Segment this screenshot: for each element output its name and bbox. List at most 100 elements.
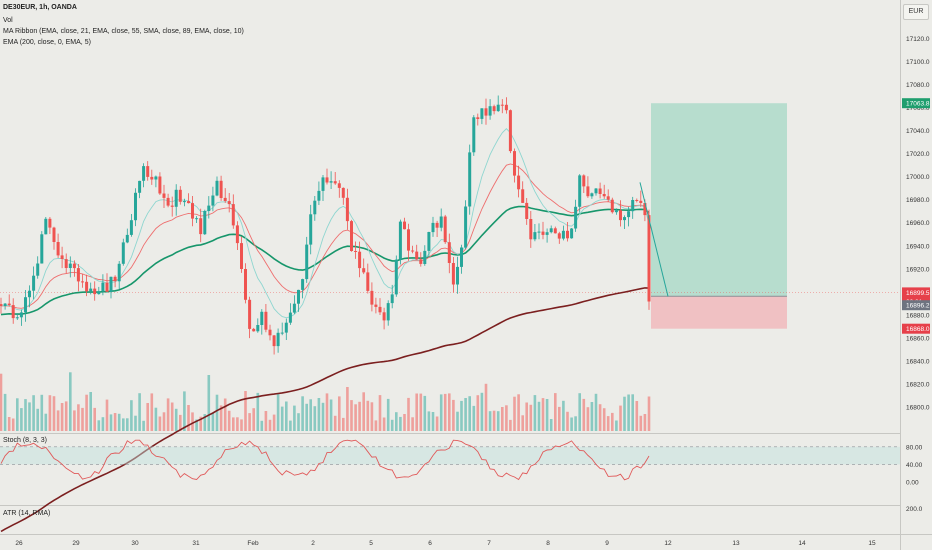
candle-body [537, 231, 541, 233]
volume-bar [130, 400, 133, 431]
volume-bar [578, 393, 581, 431]
candle-body [0, 304, 3, 307]
candle-body [32, 275, 36, 291]
volume-bar [374, 420, 378, 431]
volume-bar [594, 393, 598, 431]
price-tick-label: 17040.0 [906, 128, 930, 135]
volume-bar [244, 391, 247, 431]
candle-body [456, 266, 459, 285]
candle-body [113, 276, 117, 282]
symbol-title[interactable]: DE30EUR, 1h, OANDA [3, 4, 77, 11]
candle-body [321, 177, 325, 191]
volume-bar [309, 399, 312, 431]
candle-body [362, 268, 366, 273]
volume-bar [558, 406, 561, 431]
volume-bar [203, 414, 207, 431]
candle-body [223, 197, 227, 201]
stoch-legend[interactable]: Stoch (8, 3, 3) [3, 437, 47, 444]
volume-bar [378, 395, 382, 431]
volume-bar [109, 414, 113, 431]
stoch-tick-label: 40.00 [906, 462, 923, 469]
volume-bar [64, 401, 68, 431]
volume-bar [150, 393, 154, 431]
candle-body [345, 197, 349, 222]
candle-body [578, 175, 582, 207]
volume-legend[interactable]: Vol [3, 17, 13, 24]
volume-bar [541, 398, 545, 431]
candle-body [407, 229, 410, 251]
candle-body [590, 193, 594, 197]
volume-bar [272, 414, 276, 431]
candle-body [166, 197, 170, 206]
candle-body [631, 200, 635, 212]
volume-bar [427, 411, 431, 431]
volume-bar [3, 393, 7, 431]
candle-body [134, 192, 137, 221]
candle-body [423, 250, 427, 264]
candle-body [231, 204, 235, 226]
volume-bar [537, 401, 541, 431]
volume-bar [89, 392, 92, 431]
volume-bar [554, 393, 557, 431]
volume-bar [117, 413, 121, 431]
volume-bar [509, 419, 512, 431]
volume-bar [256, 392, 260, 431]
stoch-band [0, 446, 900, 465]
volume-bar [93, 407, 96, 431]
candle-body [154, 176, 158, 180]
candle-body [525, 202, 529, 219]
time-tick-label: 5 [369, 540, 373, 547]
candle-body [52, 227, 56, 242]
price-tick-label: 17080.0 [906, 82, 930, 89]
volume-bar [289, 420, 292, 431]
candle-body [398, 221, 402, 260]
candle-body [256, 325, 260, 332]
time-tick-label: 2 [311, 540, 315, 547]
volume-bar [7, 417, 11, 431]
price-tick-label: 16840.0 [906, 358, 930, 365]
volume-bar [85, 394, 88, 431]
volume-bar [476, 395, 480, 431]
price-tick-label: 16920.0 [906, 266, 930, 273]
volume-bar [492, 410, 496, 431]
volume-bar [113, 413, 117, 431]
volume-bar [562, 400, 565, 431]
candle-body [521, 189, 525, 203]
time-tick-label: 6 [428, 540, 432, 547]
volume-bar [321, 402, 325, 431]
volume-bar [28, 402, 31, 431]
volume-bar [227, 410, 231, 431]
candle-body [533, 232, 537, 240]
candle-body [280, 332, 284, 334]
candle-body [288, 312, 292, 323]
candle-body [40, 234, 44, 264]
volume-bar [602, 408, 606, 431]
currency-button[interactable]: EUR [903, 4, 929, 20]
atr-tick-label: 200.0 [906, 506, 923, 513]
candle-body [435, 222, 439, 228]
volume-bar [293, 405, 296, 431]
volume-bar [606, 416, 610, 431]
candle-body [561, 230, 565, 239]
price-badge-label: 16868.0 [906, 326, 930, 333]
stoch-k-line [0, 439, 650, 481]
candle-body [492, 106, 496, 112]
atr-legend[interactable]: ATR (14, RMA) [3, 510, 51, 517]
ema200-line [0, 287, 650, 533]
volume-bar [411, 417, 414, 431]
candle-body [643, 203, 647, 216]
candle-body [366, 272, 370, 291]
volume-bar [126, 418, 129, 431]
ema200-legend[interactable]: EMA (200, close, 0, EMA, 5) [3, 39, 91, 46]
candle-body [566, 230, 569, 239]
volume-bar [81, 407, 84, 431]
volume-bar [627, 394, 630, 431]
ma-ribbon-legend[interactable]: MA Ribbon (EMA, close, 21, EMA, close, 5… [3, 28, 244, 35]
candle-body [203, 211, 207, 235]
candle-body [129, 220, 133, 235]
volume-bar [639, 415, 643, 431]
volume-bar [346, 387, 349, 431]
price-badge [902, 300, 930, 311]
volume-bar [142, 420, 145, 431]
